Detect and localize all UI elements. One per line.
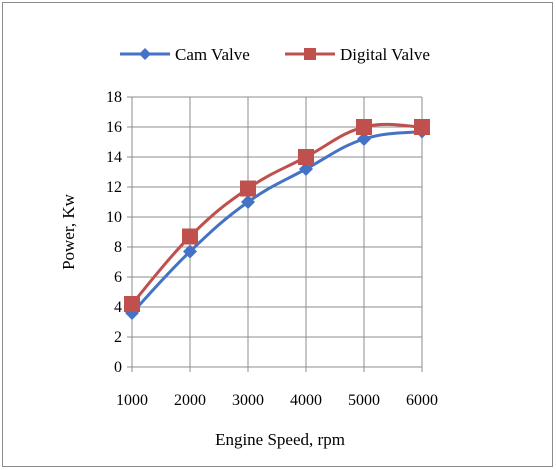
x-tick-label: 4000	[290, 392, 322, 409]
data-point-square	[124, 296, 140, 312]
data-point-square	[356, 119, 372, 135]
series-2	[124, 119, 430, 312]
data-point-diamond	[357, 132, 371, 146]
y-axis-title: Power, Kw	[59, 193, 78, 270]
y-tick-label: 4	[114, 299, 122, 316]
tick-labels: 0 2 4 6 8 10 12 14 16 18 1000 2000 3000 4000 5000 6000	[106, 89, 438, 409]
legend-entry-series-1: Cam Valve	[120, 45, 250, 64]
data-point-square	[298, 149, 314, 165]
x-tick-label: 1000	[116, 392, 148, 409]
legend-label-series-1: Cam Valve	[175, 45, 250, 64]
data-point-diamond	[241, 195, 255, 209]
data-point-diamond	[299, 162, 313, 176]
x-axis-title: Engine Speed, rpm	[215, 430, 345, 449]
legend-marker-square-icon	[304, 48, 316, 60]
data-point-square	[240, 180, 256, 197]
x-tick-label: 6000	[406, 392, 438, 409]
legend-label-series-2: Digital Valve	[340, 45, 430, 64]
legend-marker-diamond-icon	[139, 48, 151, 60]
legend-entry-series-2: Digital Valve	[285, 45, 430, 64]
x-tick-label: 5000	[348, 392, 380, 409]
series	[124, 119, 430, 320]
data-point-square	[182, 228, 198, 245]
y-tick-label: 2	[114, 329, 122, 346]
data-point-square	[414, 119, 430, 135]
x-tick-label: 3000	[232, 392, 264, 409]
y-tick-label: 14	[106, 149, 122, 166]
y-tick-label: 6	[114, 269, 122, 286]
y-tick-label: 18	[106, 89, 122, 106]
y-tick-label: 8	[114, 239, 122, 256]
grid	[132, 96, 423, 367]
y-tick-label: 16	[106, 119, 122, 136]
y-tick-label: 12	[106, 179, 122, 196]
data-point-diamond	[183, 244, 197, 259]
y-tick-label: 0	[114, 359, 122, 376]
x-tick-label: 2000	[174, 392, 206, 409]
legend: Cam Valve Digital Valve	[120, 45, 430, 64]
y-tick-label: 10	[106, 209, 122, 226]
axes	[127, 96, 423, 372]
